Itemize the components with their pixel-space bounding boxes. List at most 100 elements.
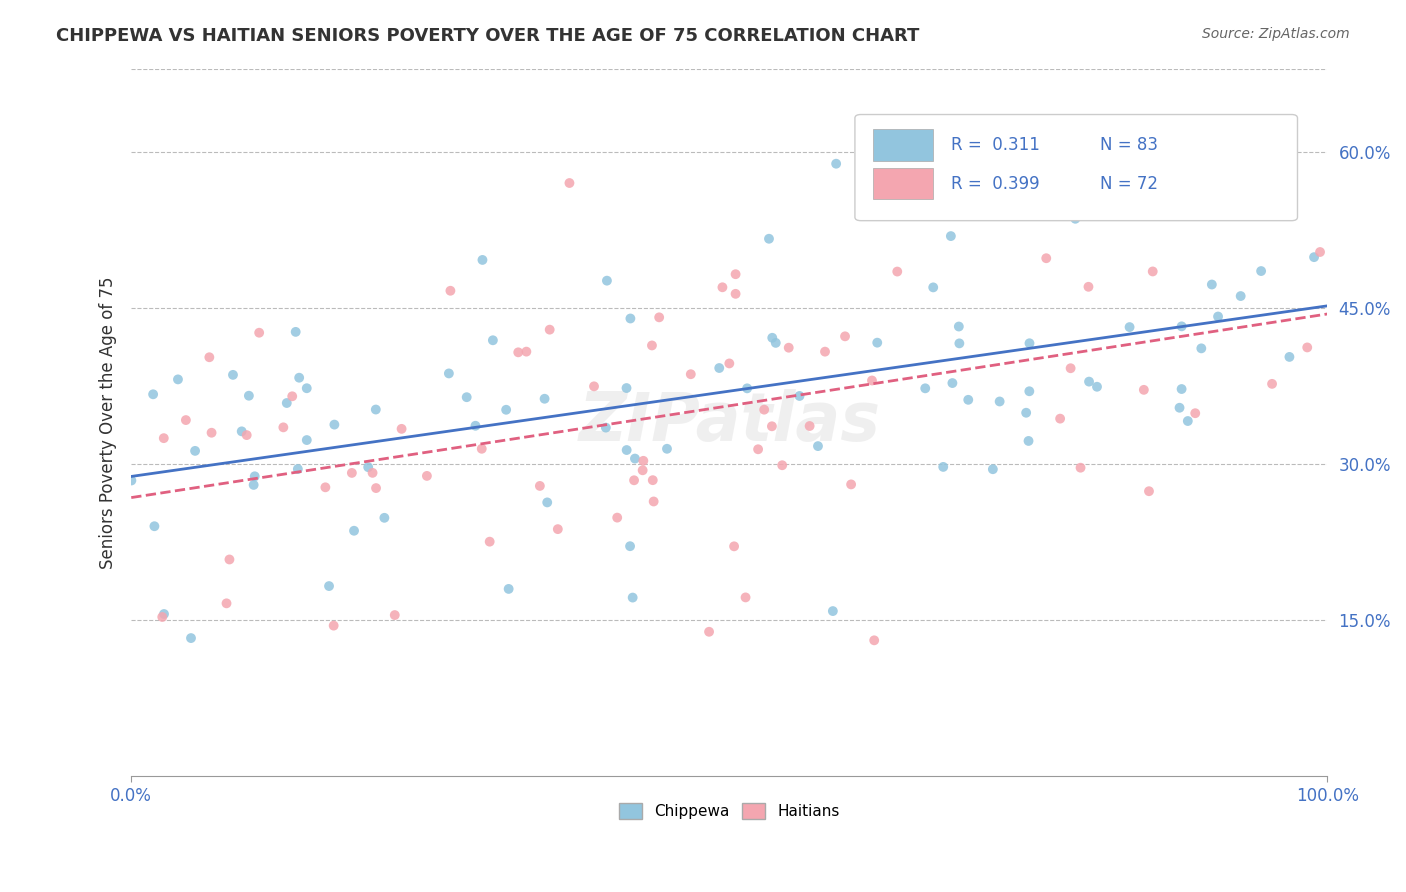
Haitians — [478, 534, 501, 549]
Haitians — [314, 480, 336, 494]
Haitians — [959, 120, 981, 135]
Chippewa — [167, 372, 190, 386]
Haitians — [631, 463, 654, 477]
Haitians — [439, 284, 461, 298]
Haitians — [247, 326, 270, 340]
Chippewa — [619, 311, 641, 326]
Chippewa — [821, 604, 844, 618]
Chippewa — [295, 381, 318, 395]
Chippewa — [323, 417, 346, 432]
Chippewa — [184, 443, 207, 458]
Haitians — [558, 176, 581, 190]
Chippewa — [950, 137, 973, 152]
Haitians — [235, 428, 257, 442]
Haitians — [633, 454, 655, 468]
Text: N = 83: N = 83 — [1099, 136, 1159, 154]
Chippewa — [1265, 125, 1288, 139]
Haitians — [1133, 383, 1156, 397]
Legend: Chippewa, Haitians: Chippewa, Haitians — [613, 797, 845, 825]
Chippewa — [825, 157, 848, 171]
Chippewa — [295, 433, 318, 447]
Haitians — [724, 267, 747, 281]
Haitians — [1184, 406, 1206, 420]
Chippewa — [364, 402, 387, 417]
Chippewa — [318, 579, 340, 593]
Haitians — [152, 431, 174, 445]
Chippewa — [957, 392, 980, 407]
Haitians — [471, 442, 494, 456]
Chippewa — [1118, 320, 1140, 334]
Chippewa — [709, 361, 731, 376]
Haitians — [1035, 251, 1057, 265]
Haitians — [641, 473, 664, 487]
Haitians — [1296, 340, 1319, 354]
Haitians — [799, 419, 821, 434]
Chippewa — [981, 462, 1004, 476]
Chippewa — [616, 443, 638, 458]
Haitians — [364, 481, 387, 495]
Haitians — [860, 374, 883, 388]
Chippewa — [1170, 319, 1192, 334]
Text: Source: ZipAtlas.com: Source: ZipAtlas.com — [1202, 27, 1350, 41]
Chippewa — [276, 396, 298, 410]
Chippewa — [758, 232, 780, 246]
Haitians — [834, 329, 856, 343]
Haitians — [839, 477, 862, 491]
Chippewa — [1303, 250, 1326, 264]
Chippewa — [437, 367, 460, 381]
Text: R =  0.399: R = 0.399 — [950, 175, 1039, 193]
Chippewa — [619, 539, 641, 553]
Chippewa — [761, 331, 783, 345]
Chippewa — [1018, 384, 1040, 399]
FancyBboxPatch shape — [855, 114, 1298, 220]
Chippewa — [1201, 277, 1223, 292]
Haitians — [174, 413, 197, 427]
Chippewa — [482, 333, 505, 347]
Haitians — [1309, 245, 1331, 260]
Chippewa — [536, 495, 558, 509]
Chippewa — [238, 389, 260, 403]
Chippewa — [596, 274, 619, 288]
Chippewa — [735, 381, 758, 395]
Haitians — [529, 479, 551, 493]
Chippewa — [288, 370, 311, 384]
Chippewa — [464, 418, 486, 433]
Chippewa — [1170, 382, 1192, 396]
Haitians — [384, 608, 406, 623]
Haitians — [150, 610, 173, 624]
Chippewa — [533, 392, 555, 406]
Chippewa — [655, 442, 678, 456]
Haitians — [754, 402, 776, 417]
Haitians — [200, 425, 222, 440]
Chippewa — [1206, 310, 1229, 324]
Chippewa — [284, 325, 307, 339]
Haitians — [679, 368, 702, 382]
Haitians — [416, 469, 439, 483]
Chippewa — [932, 459, 955, 474]
Chippewa — [807, 439, 830, 453]
Y-axis label: Seniors Poverty Over the Age of 75: Seniors Poverty Over the Age of 75 — [100, 277, 117, 568]
Haitians — [723, 539, 745, 553]
Chippewa — [456, 390, 478, 404]
Chippewa — [1168, 401, 1191, 415]
Chippewa — [343, 524, 366, 538]
Haitians — [643, 494, 665, 508]
Haitians — [814, 344, 837, 359]
Chippewa — [471, 252, 494, 267]
Chippewa — [941, 376, 963, 390]
Haitians — [648, 310, 671, 325]
Text: ZIPatlas: ZIPatlas — [578, 389, 880, 455]
Haitians — [697, 624, 720, 639]
Haitians — [1059, 361, 1081, 376]
Haitians — [886, 264, 908, 278]
Haitians — [778, 341, 800, 355]
Haitians — [508, 345, 530, 359]
Chippewa — [242, 478, 264, 492]
Chippewa — [1018, 434, 1040, 448]
Haitians — [1070, 460, 1092, 475]
Chippewa — [621, 591, 644, 605]
Haitians — [361, 466, 384, 480]
Text: CHIPPEWA VS HAITIAN SENIORS POVERTY OVER THE AGE OF 75 CORRELATION CHART: CHIPPEWA VS HAITIAN SENIORS POVERTY OVER… — [56, 27, 920, 45]
Haitians — [770, 458, 793, 473]
Chippewa — [498, 582, 520, 596]
